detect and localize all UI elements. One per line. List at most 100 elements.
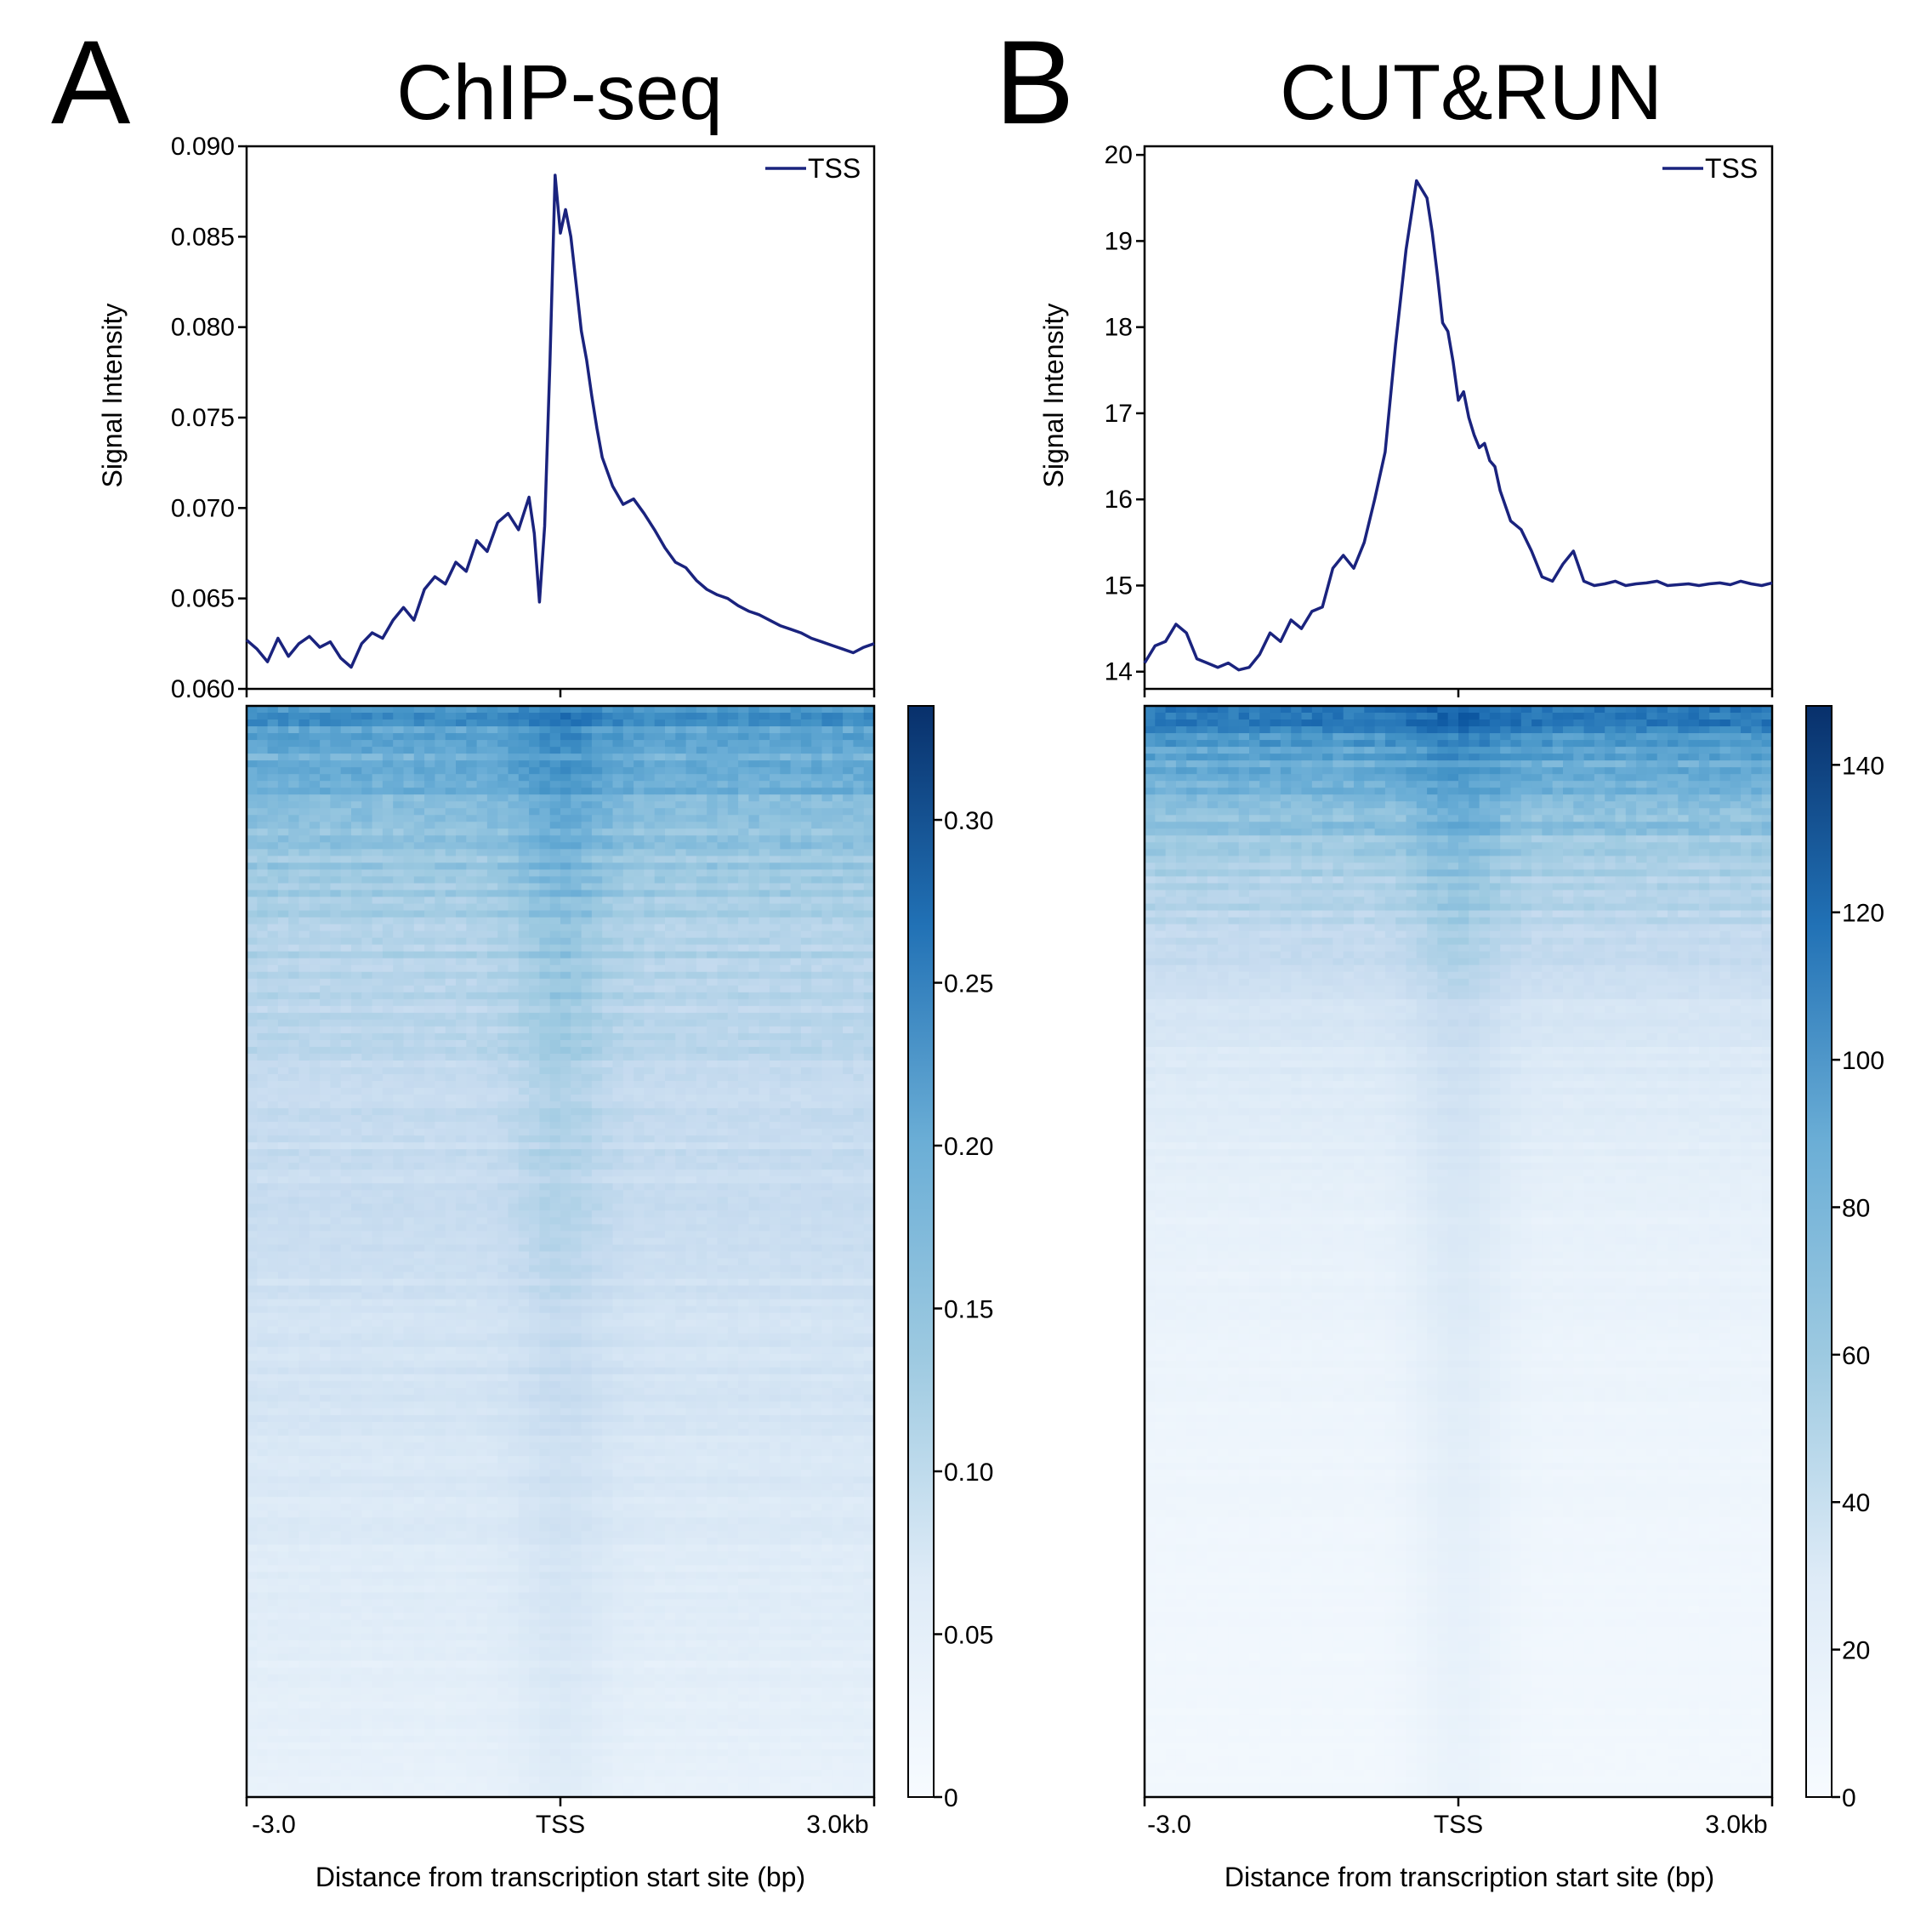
heatmap-cell	[445, 849, 457, 857]
heatmap-cell	[821, 1231, 833, 1239]
heatmap-cell	[330, 849, 342, 857]
heatmap-cell	[602, 801, 614, 809]
heatmap-cell	[727, 1163, 739, 1170]
heatmap-cell	[780, 842, 792, 850]
heatmap-cell	[497, 998, 509, 1007]
heatmap-cell	[685, 1203, 697, 1211]
heatmap-cell	[309, 1060, 321, 1068]
heatmap-cell	[685, 1244, 697, 1253]
heatmap-cell	[476, 1101, 488, 1109]
heatmap-cell	[340, 1142, 352, 1150]
heatmap-cell	[257, 747, 269, 754]
heatmap-cell	[634, 808, 645, 816]
heatmap-cell	[351, 842, 362, 850]
heatmap-cell	[665, 801, 676, 809]
heatmap-cell	[811, 1115, 823, 1123]
heatmap-cell	[435, 924, 446, 932]
heatmap-cell	[257, 822, 269, 829]
heatmap-cell	[665, 917, 676, 925]
heatmap-cell	[486, 1183, 498, 1191]
heatmap-cell	[435, 1203, 446, 1211]
heatmap-cell	[581, 842, 593, 850]
heatmap-cell	[518, 1032, 530, 1041]
heatmap-cell	[529, 794, 540, 802]
heatmap-cell	[247, 1019, 258, 1027]
heatmap-cell	[382, 971, 394, 980]
heatmap-cell	[508, 910, 520, 919]
heatmap-cell	[466, 822, 478, 829]
heatmap-cell	[811, 1176, 823, 1184]
heatmap-cell	[612, 1231, 624, 1239]
heatmap-cell	[571, 1108, 582, 1116]
heatmap-cell	[811, 1183, 823, 1191]
heatmap-cell	[361, 1088, 373, 1095]
heatmap-cell	[591, 930, 603, 939]
heatmap-cell	[780, 862, 792, 871]
heatmap-cell	[508, 1074, 520, 1082]
heatmap-cell	[403, 849, 415, 857]
heatmap-cell	[685, 1046, 697, 1055]
heatmap-cell	[707, 808, 719, 816]
heatmap-cell	[277, 876, 289, 884]
heatmap-cell	[518, 781, 530, 788]
heatmap-cell	[581, 1129, 593, 1136]
heatmap-cell	[780, 883, 792, 891]
heatmap-cell	[403, 760, 415, 768]
heatmap-cell	[257, 760, 269, 768]
heatmap-cell	[717, 1032, 729, 1041]
heatmap-cell	[717, 1005, 729, 1014]
heatmap-cell	[622, 1190, 634, 1197]
heatmap-cell	[518, 1129, 530, 1136]
heatmap-cell	[571, 713, 582, 720]
heatmap-cell	[581, 1149, 593, 1157]
heatmap-cell	[770, 1032, 781, 1041]
heatmap-cell	[707, 1210, 719, 1219]
heatmap-cell	[445, 876, 457, 884]
heatmap-cell	[529, 985, 540, 993]
heatmap-cell	[518, 1046, 530, 1055]
heatmap-cell	[591, 903, 603, 912]
heatmap-cell	[612, 930, 624, 939]
heatmap-cell	[634, 1135, 645, 1143]
heatmap-cell	[277, 719, 289, 727]
heatmap-cell	[486, 849, 498, 857]
heatmap-cell	[403, 815, 415, 822]
heatmap-cell	[340, 842, 352, 850]
heatmap-cell	[748, 1149, 760, 1157]
heatmap-cell	[759, 760, 770, 768]
heatmap-cell	[497, 706, 509, 714]
heatmap-cell	[393, 856, 405, 864]
heatmap-cell	[591, 998, 603, 1007]
heatmap-cell	[853, 1032, 865, 1041]
heatmap-cell	[508, 1019, 520, 1027]
heatmap-cell	[738, 706, 749, 714]
heatmap-cell	[843, 808, 854, 816]
heatmap-cell	[320, 985, 331, 993]
heatmap-cell	[361, 1081, 373, 1089]
heatmap-cell	[560, 1032, 571, 1041]
heatmap-cell	[748, 1224, 760, 1232]
heatmap-cell	[413, 958, 425, 966]
heatmap-cell	[707, 719, 719, 727]
heatmap-cell	[529, 801, 540, 809]
heatmap-cell	[330, 951, 342, 959]
heatmap-cell	[288, 856, 300, 864]
heatmap-cell	[413, 794, 425, 802]
heatmap-cell	[602, 985, 614, 993]
heatmap-cell	[707, 801, 719, 809]
heatmap-cell	[435, 951, 446, 959]
heatmap-cell	[811, 869, 823, 878]
heatmap-cell	[309, 1237, 321, 1246]
heatmap-cell	[445, 1183, 457, 1191]
heatmap-cell	[770, 978, 781, 987]
heatmap-cell	[634, 876, 645, 884]
heatmap-cell	[466, 713, 478, 720]
heatmap-cell	[759, 1258, 770, 1266]
heatmap-cell	[612, 1244, 624, 1253]
heatmap-cell	[811, 1258, 823, 1266]
heatmap-cell	[413, 930, 425, 939]
heatmap-cell	[675, 1039, 687, 1048]
heatmap-cell	[770, 740, 781, 748]
heatmap-cell	[456, 1088, 467, 1095]
heatmap-cell	[413, 760, 425, 768]
